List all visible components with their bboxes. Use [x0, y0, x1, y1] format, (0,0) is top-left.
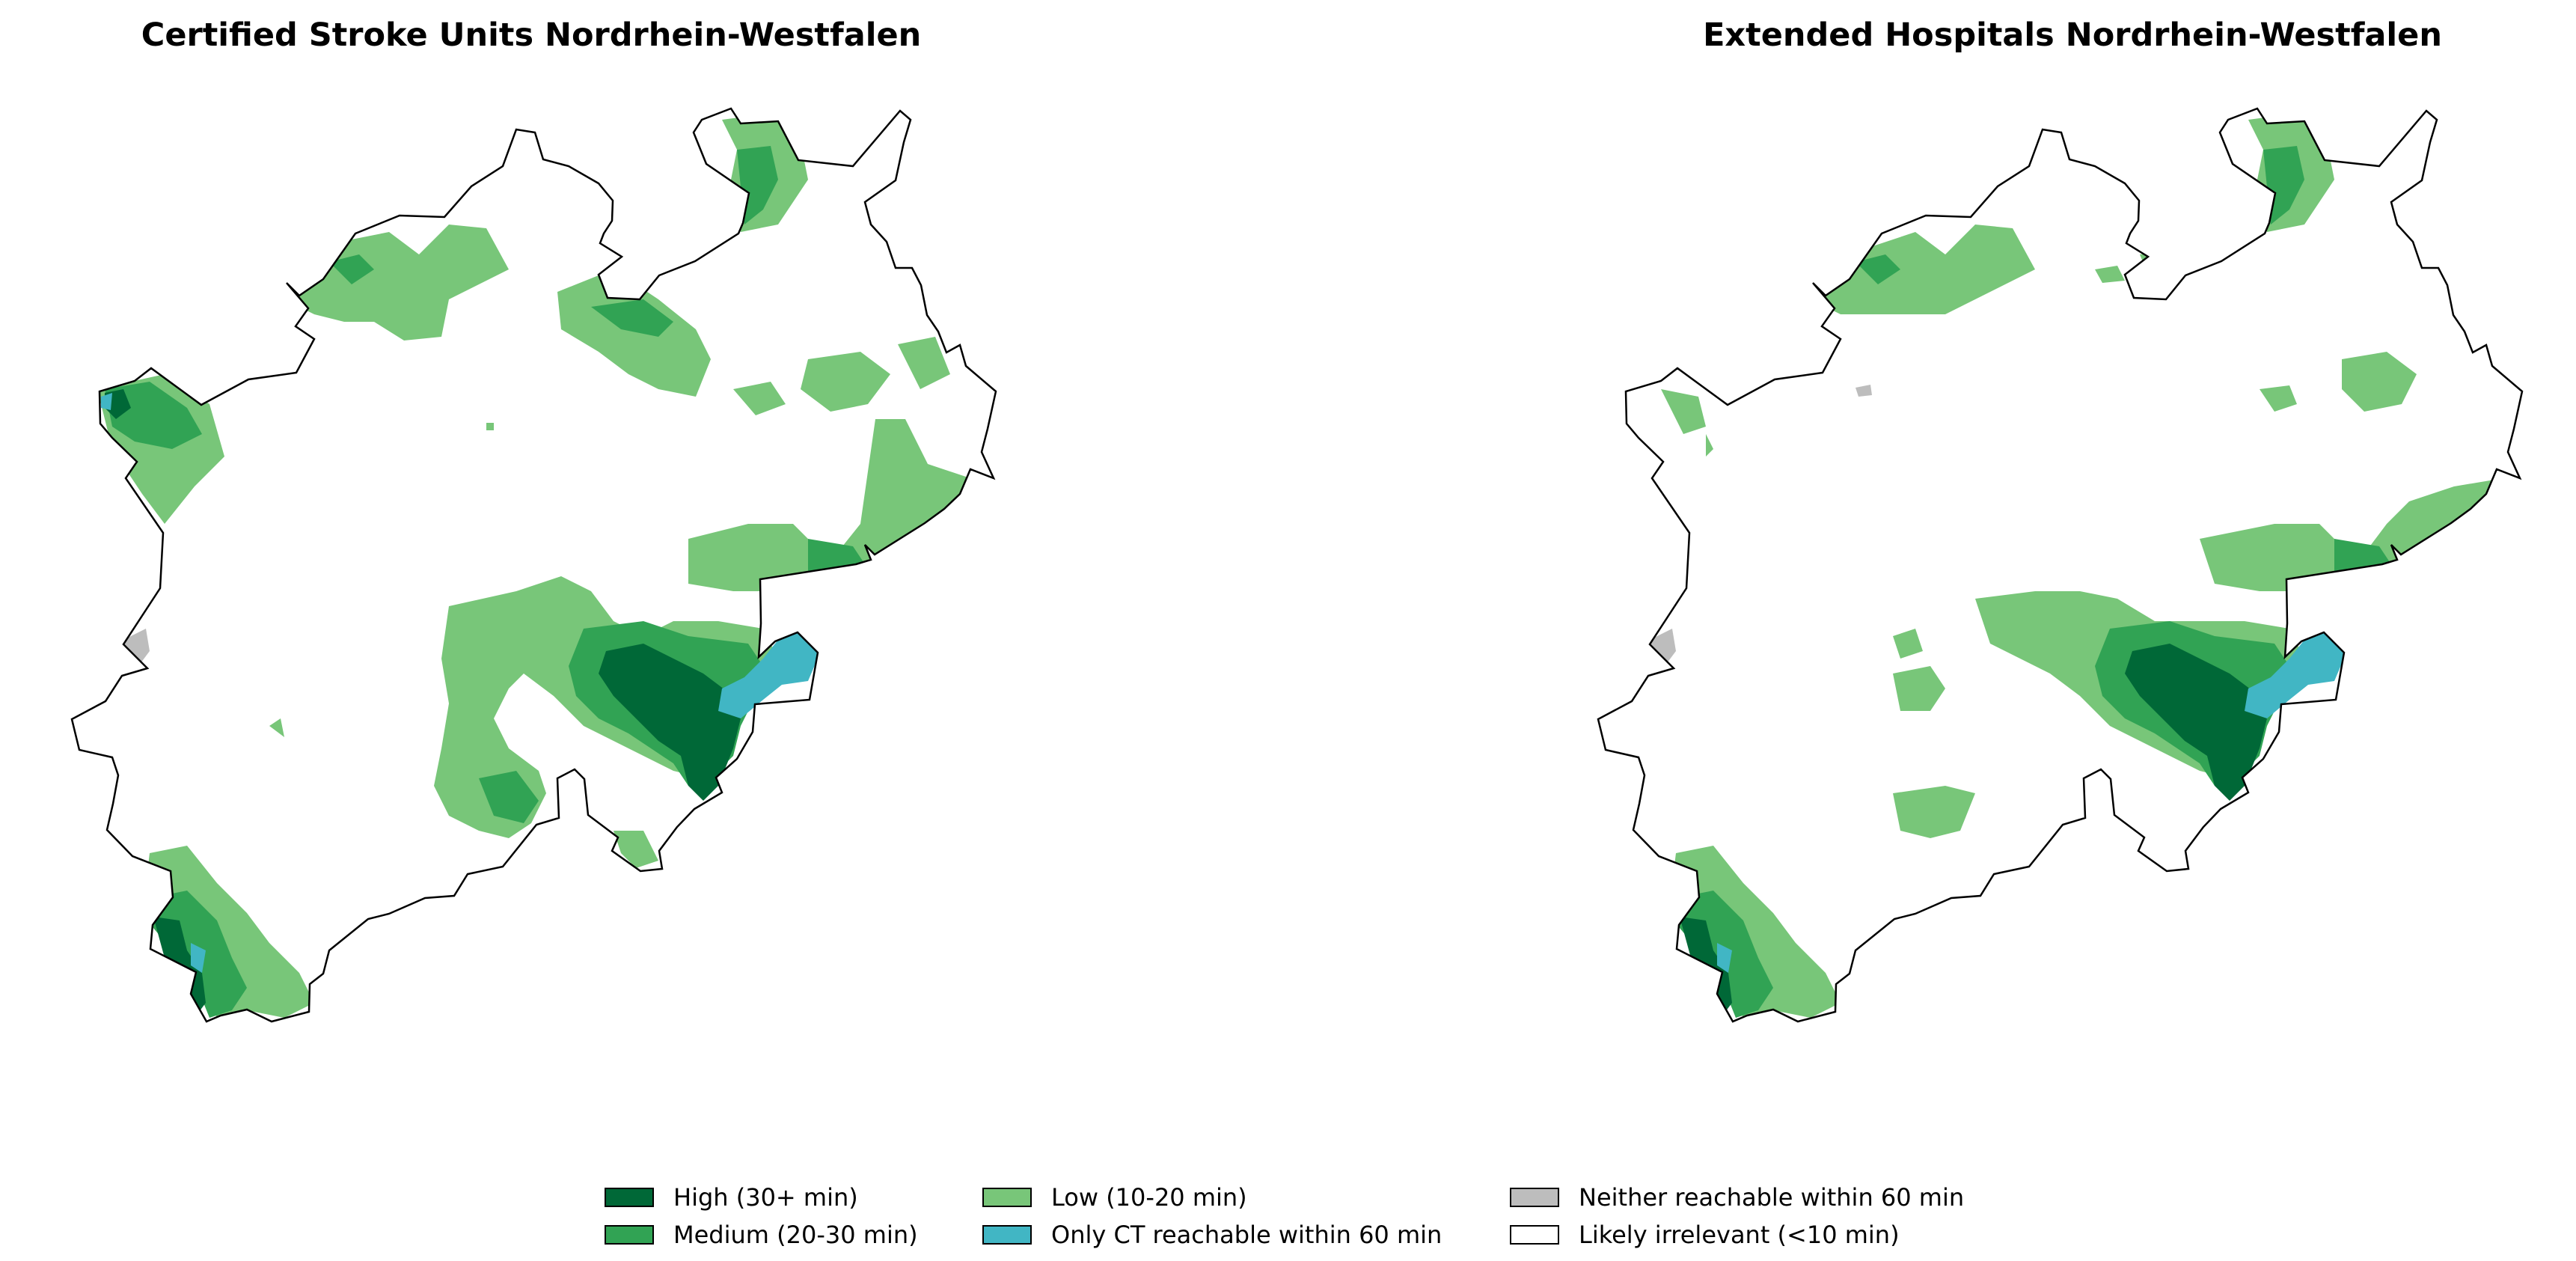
legend-label-medium: Medium (20-30 min)	[673, 1221, 918, 1249]
legend-swatch-neither	[1510, 1188, 1559, 1207]
map-title-left: Certified Stroke Units Nordrhein-Westfal…	[141, 16, 922, 54]
map-certified-stroke-units	[70, 107, 997, 1023]
legend-item-high: High (30+ min)	[605, 1179, 982, 1216]
legend-swatch-medium	[605, 1225, 654, 1245]
map-title-right: Extended Hospitals Nordrhein-Westfalen	[1703, 16, 2442, 54]
legend-label-high: High (30+ min)	[673, 1183, 858, 1212]
map-extended-hospitals	[1597, 107, 2524, 1023]
legend-item-ct-only: Only CT reachable within 60 min	[982, 1216, 1510, 1254]
accessibility-regions	[97, 112, 973, 1018]
legend-label-low: Low (10-20 min)	[1051, 1183, 1247, 1212]
legend-label-irrelevant: Likely irrelevant (<10 min)	[1579, 1221, 1900, 1249]
legend-item-medium: Medium (20-30 min)	[605, 1216, 982, 1254]
legend-item-neither: Neither reachable within 60 min	[1510, 1179, 1989, 1216]
accessibility-regions	[1650, 112, 2499, 1018]
legend: High (30+ min) Medium (20-30 min) Low (1…	[605, 1179, 1989, 1254]
legend-item-low: Low (10-20 min)	[982, 1179, 1510, 1216]
legend-swatch-ct-only	[982, 1225, 1032, 1245]
legend-swatch-high	[605, 1188, 654, 1207]
legend-item-irrelevant: Likely irrelevant (<10 min)	[1510, 1216, 1989, 1254]
legend-swatch-low	[982, 1188, 1032, 1207]
legend-label-ct-only: Only CT reachable within 60 min	[1051, 1221, 1443, 1249]
legend-label-neither: Neither reachable within 60 min	[1579, 1183, 1965, 1212]
legend-swatch-irrelevant	[1510, 1225, 1559, 1245]
region-ct-only	[1717, 629, 2346, 973]
region-ct-only	[101, 393, 819, 973]
